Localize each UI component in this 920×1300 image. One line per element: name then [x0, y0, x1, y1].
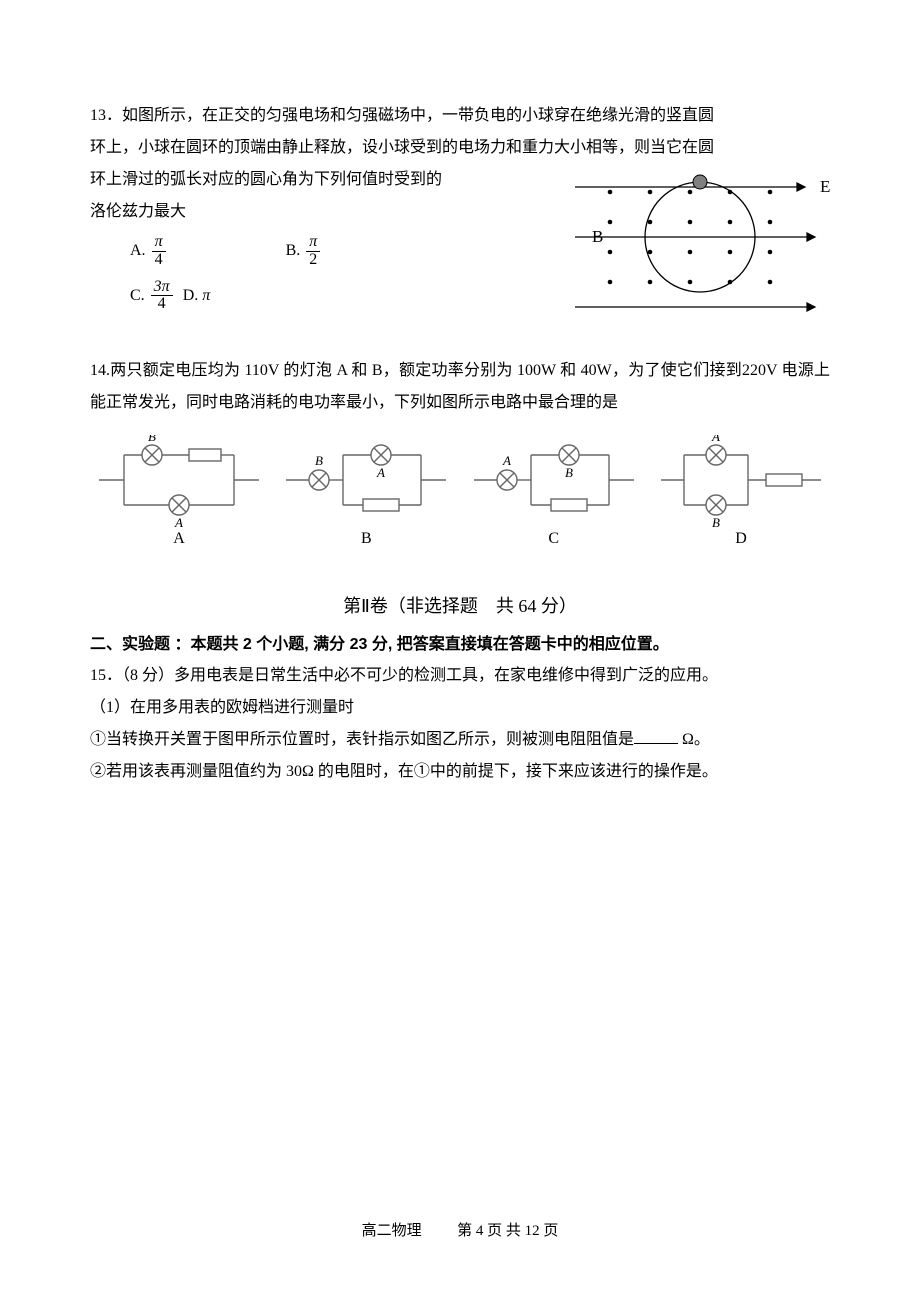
footer-page: 第 4 页 共 12 页	[457, 1223, 558, 1239]
page-footer: 高二物理 第 4 页 共 12 页	[0, 1219, 920, 1240]
question-14: 14.两只额定电压均为 110V 的灯泡 A 和 B，额定功率分别为 100W …	[90, 355, 830, 548]
q14-number: 14.	[90, 362, 110, 379]
svg-text:A: A	[376, 465, 385, 480]
q14-circuit-A: B A A	[94, 435, 264, 548]
q13-optB-frac: π 2	[306, 234, 320, 269]
ball-icon	[693, 175, 707, 189]
svg-text:B: B	[148, 435, 156, 444]
q14-circuit-B: B A B	[281, 435, 451, 548]
q13-optA-frac: π 4	[152, 234, 166, 269]
q15-line2: （1）在用多用表的欧姆档进行测量时	[90, 692, 830, 724]
q15-line1: 15．（8 分）多用电表是日常生活中必不可少的检测工具，在家电维修中得到广泛的应…	[90, 660, 830, 692]
q14-label-D: D	[656, 530, 826, 548]
q13-optA-label: A.	[130, 242, 146, 259]
svg-text:B: B	[712, 515, 720, 530]
blank-resistance	[634, 727, 678, 744]
page-root: 13．如图所示，在正交的匀强电场和匀强磁场中，一带负电的小球穿在绝缘光滑的竖直圆…	[0, 0, 920, 1300]
q14-label-A: A	[94, 530, 264, 548]
q13-line3: 环上滑过的弧长对应的圆心角为下列何值时受到的	[90, 164, 510, 196]
q13-optD-label: D.	[183, 287, 199, 304]
label-B: B	[592, 227, 603, 246]
q13-optC-frac: 3π 4	[151, 279, 173, 314]
q15-line3: ①当转换开关置于图甲所示位置时，表针指示如图乙所示，则被测电阻阻值是 Ω。	[90, 724, 830, 756]
q13-line4: 洛伦兹力最大	[90, 196, 510, 228]
q13-optC-label: C.	[130, 287, 145, 304]
q14-circuit-row: B A A	[90, 435, 830, 548]
section2-title: 第Ⅱ卷（非选择题 共 64 分）	[90, 592, 830, 618]
q13-optB-label: B.	[286, 242, 301, 259]
q14-circuit-D: A B D	[656, 435, 826, 548]
q14-circuit-C: A B C	[469, 435, 639, 548]
q14-text: 两只额定电压均为 110V 的灯泡 A 和 B，额定功率分别为 100W 和 4…	[90, 362, 830, 411]
footer-subject: 高二物理	[362, 1223, 422, 1239]
q13-optD-val: π	[202, 287, 210, 304]
q14-label-C: C	[469, 530, 639, 548]
svg-text:A: A	[174, 515, 183, 530]
q13-number: 13．	[90, 107, 122, 124]
q14-label-B: B	[281, 530, 451, 548]
q13-svg: E B	[520, 162, 830, 322]
q13-figure: E B	[520, 162, 830, 327]
q13-line1: 如图所示，在正交的匀强电场和匀强磁场中，一带负电的小球穿在绝缘光滑的竖直圆	[122, 107, 714, 124]
section2-sub: 二、实验题 ：本题共 2 个小题, 满分 23 分, 把答案直接填在答题卡中的相…	[90, 630, 830, 654]
svg-text:B: B	[565, 465, 573, 480]
question-13: 13．如图所示，在正交的匀强电场和匀强磁场中，一带负电的小球穿在绝缘光滑的竖直圆…	[90, 100, 830, 313]
q13-line2: 环上，小球在圆环的顶端由静止释放，设小球受到的电场力和重力大小相等，则当它在圆	[90, 132, 830, 164]
label-E: E	[820, 177, 830, 196]
svg-text:A: A	[502, 453, 511, 468]
svg-text:A: A	[711, 435, 720, 444]
q15-line4: ②若用该表再测量阻值约为 30Ω 的电阻时，在①中的前提下，接下来应该进行的操作…	[90, 756, 830, 788]
svg-text:B: B	[315, 453, 323, 468]
